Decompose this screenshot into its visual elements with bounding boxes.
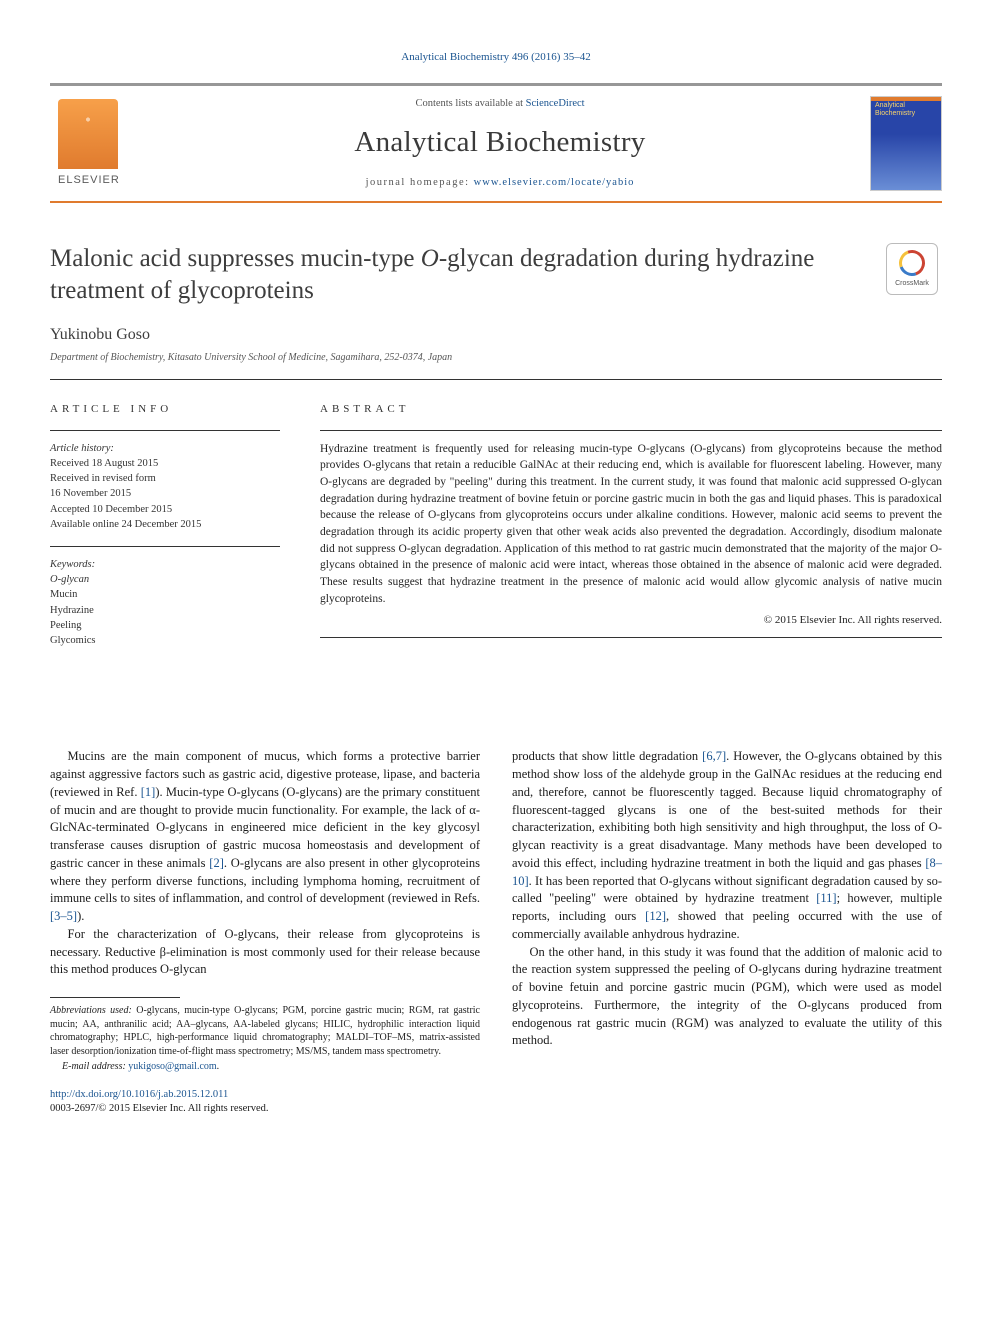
- homepage-prefix: journal homepage:: [366, 177, 474, 188]
- divider: [320, 637, 942, 638]
- crossmark-badge[interactable]: CrossMark: [886, 243, 942, 295]
- ref-link[interactable]: [2]: [209, 856, 224, 870]
- keyword: O-glycan: [50, 574, 89, 585]
- crossmark-label: CrossMark: [895, 279, 929, 289]
- revised-line2: 16 November 2015: [50, 486, 280, 501]
- body-paragraph-2a: For the characterization of O-glycans, t…: [50, 926, 480, 979]
- contents-available-line: Contents lists available at ScienceDirec…: [150, 97, 850, 112]
- body-text: Mucins are the main component of mucus, …: [50, 748, 942, 1117]
- body-paragraph-2b: products that show little degradation [6…: [512, 748, 942, 943]
- title-text-pre: Malonic acid suppresses mucin-type: [50, 245, 421, 272]
- sciencedirect-link[interactable]: ScienceDirect: [526, 98, 585, 109]
- article-info-block: ARTICLE INFO Article history: Received 1…: [50, 402, 280, 648]
- email-footnote: E-mail address: yukigoso@gmail.com.: [50, 1060, 480, 1074]
- keyword: Hydrazine: [50, 603, 280, 618]
- email-label: E-mail address:: [62, 1061, 128, 1072]
- received-date: Received 18 August 2015: [50, 456, 280, 471]
- keywords-label: Keywords:: [50, 559, 95, 570]
- accepted-date: Accepted 10 December 2015: [50, 502, 280, 517]
- keyword: Glycomics: [50, 633, 280, 648]
- body-paragraph-1: Mucins are the main component of mucus, …: [50, 748, 480, 926]
- author-affiliation: Department of Biochemistry, Kitasato Uni…: [50, 351, 942, 365]
- ref-link[interactable]: [11]: [816, 891, 836, 905]
- footnote-separator: [50, 997, 180, 998]
- body-paragraph-3: On the other hand, in this study it was …: [512, 944, 942, 1051]
- contents-prefix: Contents lists available at: [415, 98, 525, 109]
- title-italic: O: [421, 245, 439, 272]
- abstract-label: ABSTRACT: [320, 402, 942, 417]
- doi-block: http://dx.doi.org/10.1016/j.ab.2015.12.0…: [50, 1088, 480, 1117]
- journal-header: ELSEVIER Contents lists available at Sci…: [50, 83, 942, 203]
- divider: [50, 379, 942, 380]
- publisher-logo: ELSEVIER: [50, 99, 130, 188]
- keyword: Peeling: [50, 618, 280, 633]
- journal-homepage-line: journal homepage: www.elsevier.com/locat…: [150, 176, 850, 191]
- article-info-label: ARTICLE INFO: [50, 402, 280, 417]
- online-date: Available online 24 December 2015: [50, 517, 280, 532]
- abbreviations-footnote: Abbreviations used: O-glycans, mucin-typ…: [50, 1004, 480, 1058]
- divider: [50, 546, 280, 547]
- doi-link[interactable]: http://dx.doi.org/10.1016/j.ab.2015.12.0…: [50, 1089, 228, 1100]
- keyword: Mucin: [50, 587, 280, 602]
- journal-homepage-link[interactable]: www.elsevier.com/locate/yabio: [474, 177, 635, 188]
- author-name: Yukinobu Goso: [50, 324, 942, 346]
- divider: [320, 430, 942, 431]
- abstract-copyright: © 2015 Elsevier Inc. All rights reserved…: [320, 613, 942, 628]
- ref-link[interactable]: [12]: [645, 909, 666, 923]
- crossmark-icon: [895, 246, 930, 281]
- revised-line1: Received in revised form: [50, 471, 280, 486]
- elsevier-tree-icon: [58, 99, 118, 169]
- divider: [50, 430, 280, 431]
- ref-link[interactable]: [3–5]: [50, 909, 77, 923]
- journal-name: Analytical Biochemistry: [150, 122, 850, 163]
- abstract-block: ABSTRACT Hydrazine treatment is frequent…: [320, 402, 942, 648]
- history-label: Article history:: [50, 443, 114, 454]
- author-email-link[interactable]: yukigoso@gmail.com: [128, 1061, 216, 1072]
- publisher-name: ELSEVIER: [58, 173, 130, 188]
- issn-copyright: 0003-2697/© 2015 Elsevier Inc. All right…: [50, 1103, 269, 1114]
- abbrev-label: Abbreviations used:: [50, 1005, 132, 1016]
- abstract-text: Hydrazine treatment is frequently used f…: [320, 441, 942, 608]
- journal-cover-thumbnail: Analytical Biochemistry: [870, 96, 942, 191]
- ref-link[interactable]: [6,7]: [702, 749, 726, 763]
- ref-link[interactable]: [1]: [141, 785, 156, 799]
- paper-title: Malonic acid suppresses mucin-type O-gly…: [50, 243, 886, 306]
- journal-reference: Analytical Biochemistry 496 (2016) 35–42: [50, 50, 942, 65]
